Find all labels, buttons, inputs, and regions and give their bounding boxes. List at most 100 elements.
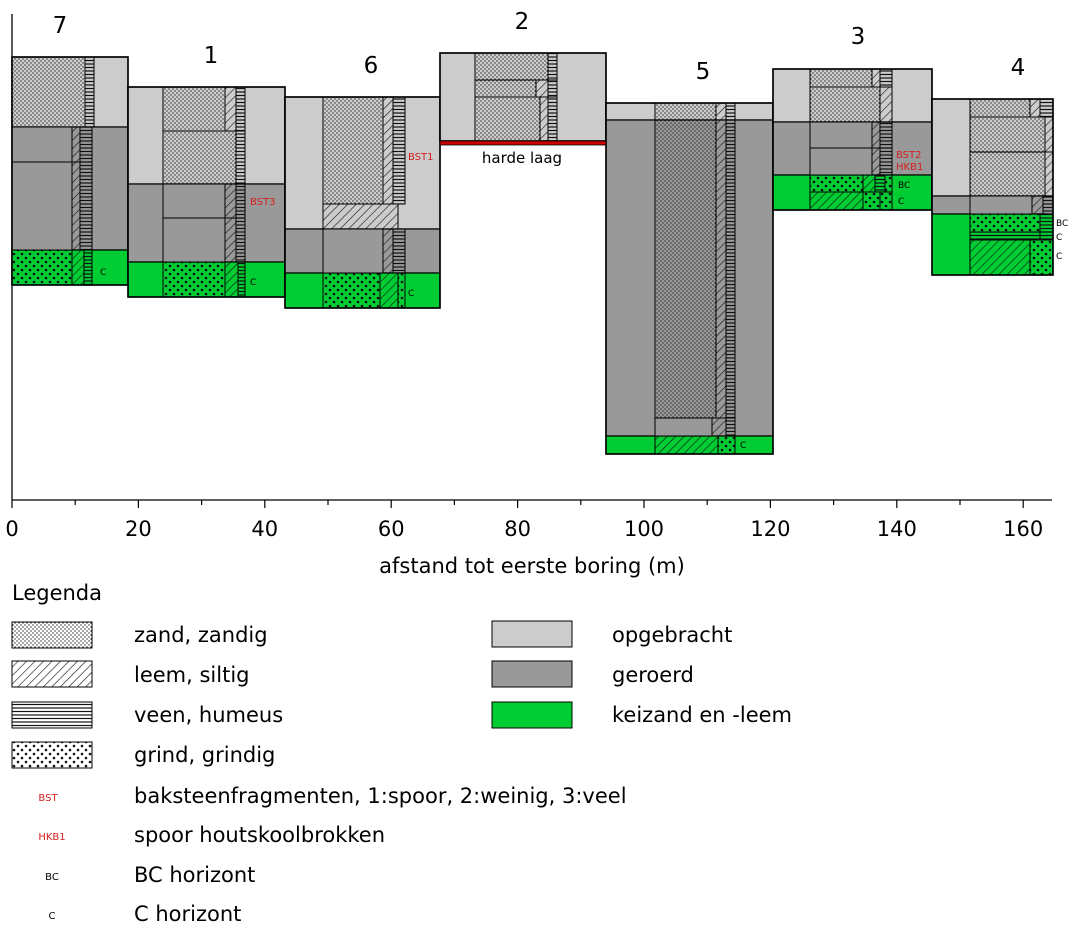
soil-layer [11,161,73,251]
soil-layer [654,119,717,419]
legend-symbol-bc: BC [45,872,59,883]
soil-layer [969,116,1046,153]
soil-layer [71,249,85,286]
soil-layer [654,417,713,437]
soil-layer [162,217,226,263]
legend-swatch-opgebracht [491,620,573,648]
boring-4 [931,98,1054,276]
legend-label-bst: baksteenfragmenten, 1:spoor, 2:weinig, 3… [134,784,627,808]
c-marker-7: C [100,268,106,278]
soil-layer [969,213,1041,233]
soil-layer [235,130,246,185]
x-tick-label: 80 [504,517,531,541]
soil-layer [547,79,558,98]
soil-layer [715,102,727,121]
soil-layer [725,102,736,121]
x-tick-label: 120 [750,517,790,541]
c-marker-5: C [740,441,746,451]
legend-swatch-leem [11,660,93,688]
c-marker-1: C [250,278,256,288]
legend-swatch-zand [11,621,93,649]
soil-layer [84,56,95,128]
bst3-marker: BST3 [250,197,276,208]
soil-layer [871,68,881,88]
soil-layer [809,86,881,123]
soil-layer [237,261,246,298]
hkb1-marker: HKB1 [896,162,923,173]
soil-layer [809,121,873,149]
soil-layer [1044,116,1054,153]
boring-number: 1 [204,43,219,69]
soil-layer [809,68,873,88]
soil-layer [654,435,719,455]
soil-layer [809,147,873,176]
boring-number: 6 [364,53,379,79]
soil-layer [871,147,881,176]
soil-layer [879,121,893,149]
boring-number: 2 [515,9,530,35]
x-tick-label: 160 [1003,517,1043,541]
soil-layer [235,86,246,132]
axes: 0 20 40 60 80 100 120 140 160 afstand tot eerste… [5,14,1052,578]
soil-layer [11,249,73,286]
legend-symbol-hkb: HKB1 [38,832,65,843]
soil-layer [539,96,549,142]
legend-label-veen: veen, humeus [134,703,283,727]
soil-layer [547,96,558,142]
soil-layer [1039,98,1054,118]
soil-layer [397,272,406,309]
soil-layer [1042,195,1054,215]
boring-number: 4 [1011,55,1026,81]
soil-layer [717,435,736,455]
boring-number: 3 [851,24,866,50]
bc-marker-3: BC [898,181,910,191]
legend: Legenda zand, zandig leem, siltig veen, … [11,581,792,926]
legend-label-hkb: spoor houtskoolbrokken [134,823,385,847]
soil-layer [725,119,736,419]
legend-label-grind: grind, grindig [134,743,275,767]
soil-layer [969,195,1033,215]
soil-layer [1044,151,1054,197]
soil-layer [79,161,93,251]
soil-layer [879,86,893,123]
bc-marker-4: BC [1056,219,1068,229]
soil-layer [162,130,237,185]
x-tick-label: 40 [251,517,278,541]
soil-layer [809,174,864,193]
soil-layer [1029,239,1054,276]
soil-layer [969,151,1046,197]
soil-layer [322,228,384,274]
soil-layer [879,68,893,88]
soil-layer [235,183,246,219]
soil-layer [1029,98,1041,118]
soil-layer [969,239,1031,276]
soil-layer [862,191,881,211]
bst1-marker: BST1 [408,152,434,163]
soil-layer [11,56,86,128]
legend-label-keizand: keizand en -leem [612,703,792,727]
boring-5 [605,102,774,455]
soil-layer [874,174,886,193]
legend-label-bc: BC horizont [134,863,255,887]
soil-layer [809,191,864,211]
boring-labels: 7 1 6 2 5 3 4 [53,9,1026,85]
boring-6 [284,96,441,309]
soil-layer [83,249,93,286]
soil-layer [547,52,558,81]
boring-1 [127,86,286,298]
soil-layer [322,203,399,230]
soil-layer [79,126,93,163]
soil-layer [392,228,406,274]
soil-layer [1031,195,1044,215]
soil-layer [224,261,239,298]
legend-label-zand: zand, zandig [134,623,268,647]
soil-layer [879,147,893,176]
soil-layer [1039,213,1054,233]
soil-layer [725,417,736,437]
x-tick-label: 60 [378,517,405,541]
bst2-marker: BST2 [896,150,922,161]
boring-number: 5 [696,59,711,85]
annotations: harde laag BST1 BST3 BST2 HKB1 BC C BC C… [100,149,1068,451]
soil-layer [871,121,881,149]
legend-swatch-geroerd [491,660,573,688]
